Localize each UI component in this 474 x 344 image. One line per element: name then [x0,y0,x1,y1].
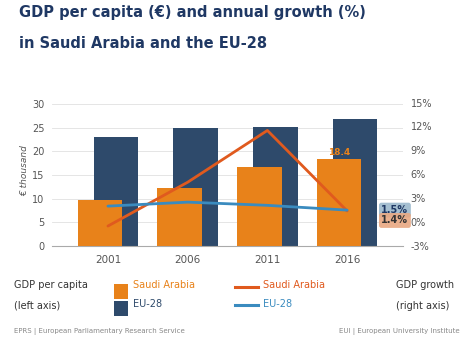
Bar [317,159,362,246]
Text: 26.9: 26.9 [344,107,366,116]
Text: EPRS | European Parliamentary Research Service: EPRS | European Parliamentary Research S… [14,329,185,335]
Text: Saudi Arabia: Saudi Arabia [133,280,195,290]
Text: 18.4: 18.4 [328,148,350,157]
Text: GDP growth: GDP growth [396,280,454,290]
Bar [253,127,298,246]
Text: 1.4%: 1.4% [382,215,409,225]
Text: 1.5%: 1.5% [382,205,409,215]
Bar [173,128,218,246]
Y-axis label: € thousand: € thousand [20,145,29,196]
Text: GDP per capita: GDP per capita [14,280,88,290]
Bar [157,188,202,246]
Text: (left axis): (left axis) [14,301,61,311]
Text: EUI | European University Institute: EUI | European University Institute [339,329,460,335]
Bar [93,137,138,246]
Text: EU-28: EU-28 [133,299,162,309]
Text: in Saudi Arabia and the EU-28: in Saudi Arabia and the EU-28 [19,36,267,51]
Text: Saudi Arabia: Saudi Arabia [263,280,325,290]
Text: GDP per capita (€) and annual growth (%): GDP per capita (€) and annual growth (%) [19,5,366,20]
Text: (right axis): (right axis) [396,301,449,311]
Text: EU-28: EU-28 [263,299,292,309]
Bar [237,168,282,246]
Bar [333,119,377,246]
Bar [78,200,122,246]
